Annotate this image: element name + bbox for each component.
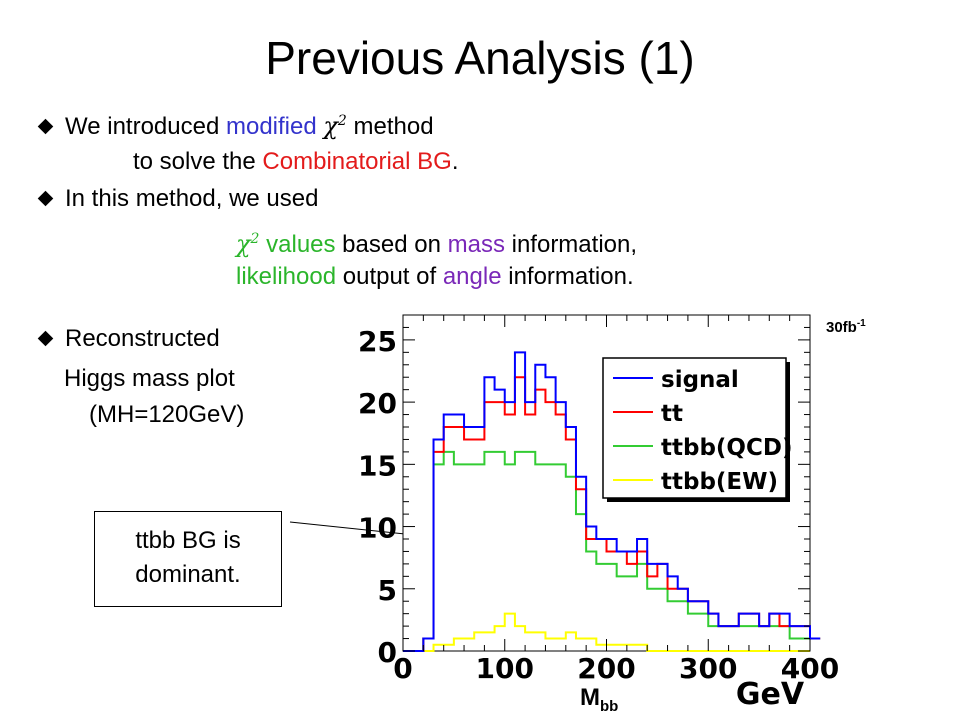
bullet-2-line-3: likelihood output of angle information.	[236, 263, 634, 290]
modified-word: modified	[225, 113, 324, 140]
x-tick-label: 400	[781, 652, 839, 685]
legend-label: signal	[661, 367, 739, 393]
legend-label: ttbb(EW)	[661, 469, 778, 495]
y-tick-label: 5	[378, 574, 397, 607]
x-tick-label: 300	[679, 652, 737, 685]
annotation-box: ttbb BG is dominant.	[94, 511, 282, 607]
x-unit-label: GeV	[736, 677, 805, 712]
bullet-1: We introduced modified χ2 method	[37, 106, 434, 142]
legend-label: tt	[661, 401, 683, 427]
y-tick-label: 0	[378, 636, 397, 669]
bullet-2-text: In this method, we used	[65, 185, 319, 212]
y-tick-label: 25	[358, 325, 397, 358]
y-tick-label: 15	[358, 449, 397, 482]
mass-word: mass	[447, 231, 505, 258]
y-tick-label: 20	[358, 387, 397, 420]
slide-title: Previous Analysis (1)	[265, 32, 695, 84]
y-tick-label: 10	[358, 512, 397, 545]
bullet-2: In this method, we used	[37, 184, 319, 214]
chi-symbol: χ2	[236, 230, 260, 258]
likelihood-word: likelihood	[236, 263, 337, 290]
x-tick-label: 0	[393, 652, 412, 685]
x-tick-label: 100	[476, 652, 534, 685]
legend-box	[602, 357, 787, 499]
x-tick-label: 200	[577, 652, 635, 685]
angle-word: angle	[442, 263, 502, 290]
combinatorial-bg: Combinatorial BG	[262, 148, 452, 175]
bullet-3: Reconstructed	[37, 324, 220, 354]
x-axis-label: Mbb	[580, 684, 619, 715]
bullet-1-line-2: to solve the Combinatorial BG.	[133, 148, 459, 175]
chi-symbol: χ2	[323, 112, 347, 140]
luminosity-label: 30fb-1	[826, 318, 866, 336]
method-word: method	[346, 113, 434, 140]
annotation-line-2: dominant.	[135, 561, 241, 588]
bullet-1-text: We introduced	[65, 113, 226, 140]
bullet-3-line-2: Higgs mass plot	[64, 365, 235, 392]
bullet-3-line-3: (MH=120GeV)	[89, 401, 245, 428]
bullet-3-text: Reconstructed	[65, 325, 220, 352]
annotation-line-1: ttbb BG is	[135, 527, 241, 554]
legend-label: ttbb(QCD)	[661, 435, 792, 461]
series-ttbb-ew	[403, 612, 810, 652]
bullet-2-line-2: χ2 values based on mass information,	[236, 230, 638, 258]
series-signal	[403, 351, 821, 652]
